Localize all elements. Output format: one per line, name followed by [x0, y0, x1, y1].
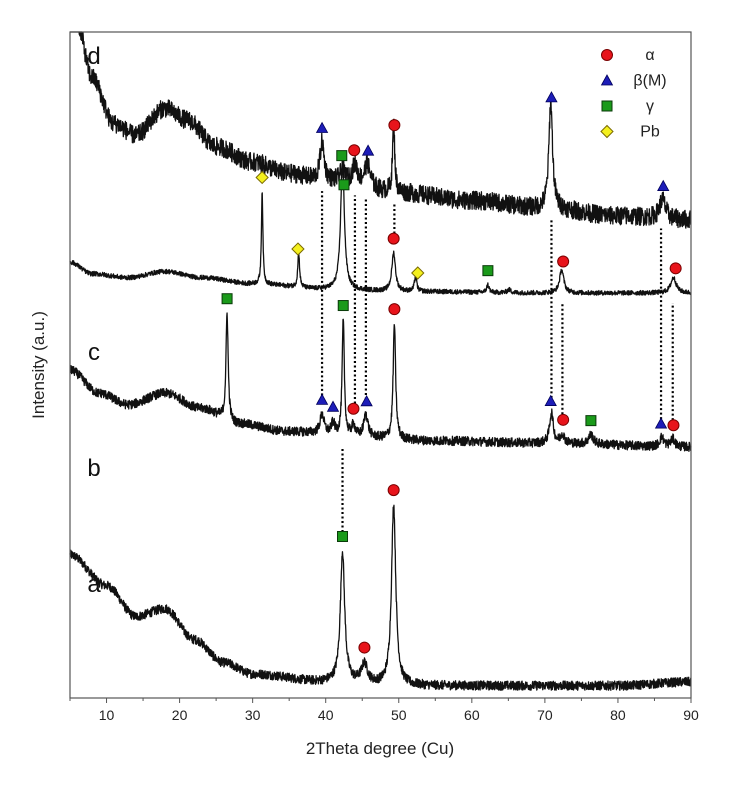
dotted-guides-layer — [320, 191, 674, 537]
pb-diamond-marker — [291, 242, 305, 256]
legend-label: Pb — [640, 124, 660, 141]
gamma-square-marker — [336, 150, 348, 162]
gamma-square-marker — [337, 300, 349, 312]
x-tick-label: 90 — [683, 707, 699, 723]
beta-triangle-marker — [545, 91, 558, 103]
beta-triangle-marker — [360, 394, 373, 407]
pb-diamond-marker — [411, 266, 425, 280]
curve-label-c: c — [88, 339, 100, 366]
beta-triangle-marker — [315, 393, 329, 405]
alpha-circle-marker — [387, 232, 400, 245]
x-tick-label: 10 — [99, 707, 115, 723]
x-axis-title: 2Theta degree (Cu) — [306, 739, 454, 758]
beta-triangle-marker — [657, 179, 670, 191]
x-tick-label: 30 — [245, 707, 261, 723]
curve-label-b: b — [87, 455, 100, 482]
legend-label: β(M) — [633, 73, 666, 90]
curve-c — [69, 156, 692, 296]
curve-d — [69, 31, 692, 229]
alpha-circle-marker — [388, 119, 401, 132]
curves-layer — [69, 31, 692, 691]
gamma-square-marker — [338, 179, 350, 191]
gamma-square-marker — [337, 530, 349, 542]
alpha-circle-marker — [557, 255, 570, 268]
legend-label: γ — [646, 98, 654, 115]
alpha-circle-marker — [358, 641, 371, 654]
beta-triangle-marker — [326, 400, 340, 412]
alpha-circle-marker — [347, 402, 360, 415]
x-tick-label: 20 — [172, 707, 188, 723]
alpha-circle-marker — [348, 144, 361, 157]
curve-label-d: d — [87, 43, 100, 70]
alpha-circle-marker — [669, 262, 682, 275]
gamma-square-marker — [482, 265, 494, 277]
pb-diamond-marker — [600, 124, 614, 139]
y-axis-title: Intensity (a.u.) — [29, 311, 48, 419]
beta-triangle-marker — [361, 144, 375, 156]
curve-labels-layer: a b c d — [87, 43, 101, 598]
alpha-circle-marker — [601, 49, 613, 61]
curve-b — [69, 312, 692, 452]
alpha-circle-marker — [667, 419, 680, 432]
x-tick-label: 60 — [464, 707, 480, 723]
alpha-circle-marker — [387, 484, 400, 497]
x-tick-label: 70 — [537, 707, 553, 723]
legend: α β(M) γ Pb — [600, 47, 667, 141]
alpha-circle-marker — [557, 413, 570, 426]
alpha-circle-marker — [388, 303, 401, 316]
x-tick-label: 80 — [610, 707, 626, 723]
gamma-square-marker — [221, 293, 233, 305]
beta-triangle-marker — [654, 417, 668, 429]
x-tick-label: 40 — [318, 707, 334, 723]
plot-frame — [69, 31, 692, 699]
beta-triangle-marker — [544, 394, 557, 406]
legend-label: α — [645, 47, 654, 64]
beta-triangle-marker — [600, 74, 614, 86]
gamma-square-marker — [601, 100, 613, 112]
curve-label-a: a — [87, 571, 101, 598]
beta-triangle-marker — [315, 121, 329, 133]
x-axis-ticks: 10 20 30 40 50 60 70 80 90 — [69, 698, 699, 723]
pb-diamond-marker — [255, 170, 269, 185]
curve-a — [69, 504, 692, 691]
x-tick-label: 50 — [391, 707, 407, 723]
gamma-square-marker — [585, 415, 597, 427]
peak-markers-layer — [221, 91, 682, 654]
